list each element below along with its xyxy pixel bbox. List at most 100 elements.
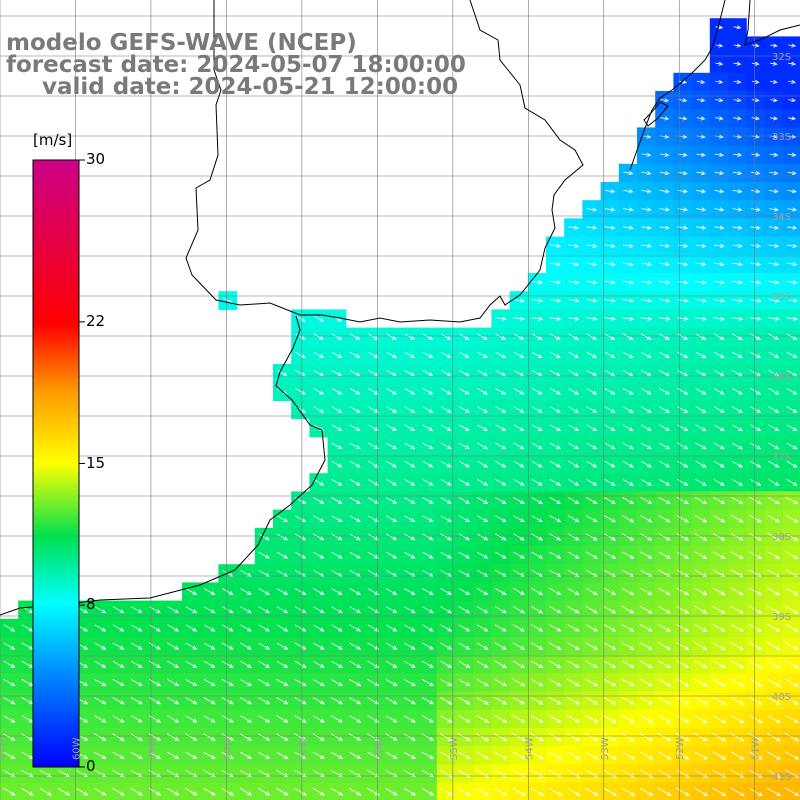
wind-arrow	[768, 333, 780, 340]
wind-arrow	[621, 787, 636, 796]
wind-arrow	[221, 751, 234, 759]
wind-arrow	[585, 751, 599, 760]
wind-arrow	[167, 751, 180, 759]
wind-arrow	[94, 733, 107, 741]
wind-arrow	[403, 679, 416, 687]
wind-arrow	[786, 262, 798, 267]
wind-arrow	[167, 642, 180, 650]
wind-arrow	[440, 406, 452, 413]
wind-arrow	[94, 606, 107, 614]
wind-arrow	[221, 715, 234, 723]
wind-arrow	[312, 679, 325, 687]
wind-arrow	[715, 43, 724, 48]
wind-arrow	[457, 787, 472, 796]
coastline-uruguay-brazil	[185, 0, 584, 323]
wind-arrow	[751, 43, 760, 48]
wind-arrow	[439, 733, 453, 741]
wind-arrow	[641, 207, 652, 212]
wind-arrow	[640, 587, 653, 596]
wind-arrow	[276, 660, 289, 668]
wind-arrow	[349, 769, 362, 778]
wind-arrow	[658, 660, 672, 669]
wind-arrow	[386, 460, 398, 468]
wind-arrow	[276, 679, 289, 687]
wind-arrow	[494, 697, 508, 705]
wind-arrow	[768, 478, 780, 486]
wind-arrow	[697, 79, 706, 84]
wind-arrow	[713, 243, 725, 248]
wind-arrow	[276, 624, 289, 632]
wind-arrow	[586, 280, 598, 285]
wind-arrow	[513, 388, 525, 395]
wind-arrow	[786, 460, 798, 468]
wind-arrow	[640, 515, 653, 523]
wind-arrow	[732, 207, 743, 212]
wind-arrow	[695, 243, 707, 248]
wind-arrow	[440, 351, 452, 359]
wind-arrow	[567, 587, 580, 596]
wind-arrow	[585, 497, 598, 505]
wind-arrow	[641, 388, 652, 395]
wind-arrow	[3, 642, 16, 650]
wind-arrow	[657, 751, 672, 760]
wind-arrow	[694, 605, 708, 614]
wind-arrow	[712, 605, 726, 614]
wind-arrow	[368, 406, 379, 413]
wind-arrow	[475, 787, 490, 796]
wind-arrow	[258, 769, 271, 778]
wind-arrow	[659, 280, 671, 285]
wind-arrow	[766, 751, 781, 760]
wind-arrow	[584, 787, 599, 796]
wind-arrow	[549, 243, 562, 248]
wind-arrow	[513, 606, 525, 614]
wind-speed-cell	[582, 782, 602, 800]
wind-arrow	[712, 660, 726, 669]
wind-arrow	[731, 496, 744, 505]
wind-arrow	[221, 624, 234, 632]
wind-speed-cell	[782, 491, 800, 511]
wind-arrow	[678, 152, 688, 157]
wind-arrow	[586, 243, 598, 248]
wind-arrow	[331, 515, 343, 523]
wind-arrow	[130, 697, 143, 705]
wind-arrow	[622, 460, 634, 468]
wind-arrow	[769, 152, 779, 157]
wind-arrow	[367, 479, 379, 486]
lon-label: 60W	[71, 737, 82, 760]
wind-arrow	[659, 333, 670, 340]
wind-arrow	[549, 660, 562, 669]
wind-arrow	[421, 751, 435, 759]
wind-arrow	[530, 660, 544, 669]
wind-arrow	[640, 460, 653, 468]
wind-arrow	[640, 551, 653, 559]
wind-arrow	[294, 660, 307, 668]
wind-arrow	[440, 551, 452, 559]
wind-arrow	[295, 388, 306, 395]
wind-arrow	[622, 225, 634, 230]
wind-arrow	[404, 606, 416, 614]
wind-arrow	[422, 351, 434, 359]
wind-arrow	[586, 388, 598, 395]
colorbar-tick-label: 15	[86, 453, 106, 472]
wind-arrow	[386, 442, 398, 450]
wind-arrow	[403, 788, 417, 796]
wind-arrow	[349, 460, 361, 468]
wind-speed-cell	[182, 782, 201, 800]
wind-arrow	[477, 333, 488, 340]
wind-arrow	[258, 751, 271, 759]
wind-arrow	[403, 642, 416, 650]
wind-arrow	[694, 660, 708, 669]
wind-arrow	[714, 152, 724, 157]
wind-arrow	[640, 424, 652, 432]
wind-arrow	[658, 316, 671, 321]
wind-arrow	[769, 207, 779, 212]
wind-arrow	[730, 733, 745, 742]
wind-arrow	[713, 351, 725, 359]
wind-arrow	[258, 715, 271, 723]
wind-arrow	[221, 660, 234, 668]
wind-arrow	[349, 388, 361, 395]
wind-arrow	[531, 406, 543, 413]
wind-arrow	[732, 189, 743, 194]
wind-arrow	[495, 497, 507, 504]
wind-speed-cell	[782, 455, 800, 474]
